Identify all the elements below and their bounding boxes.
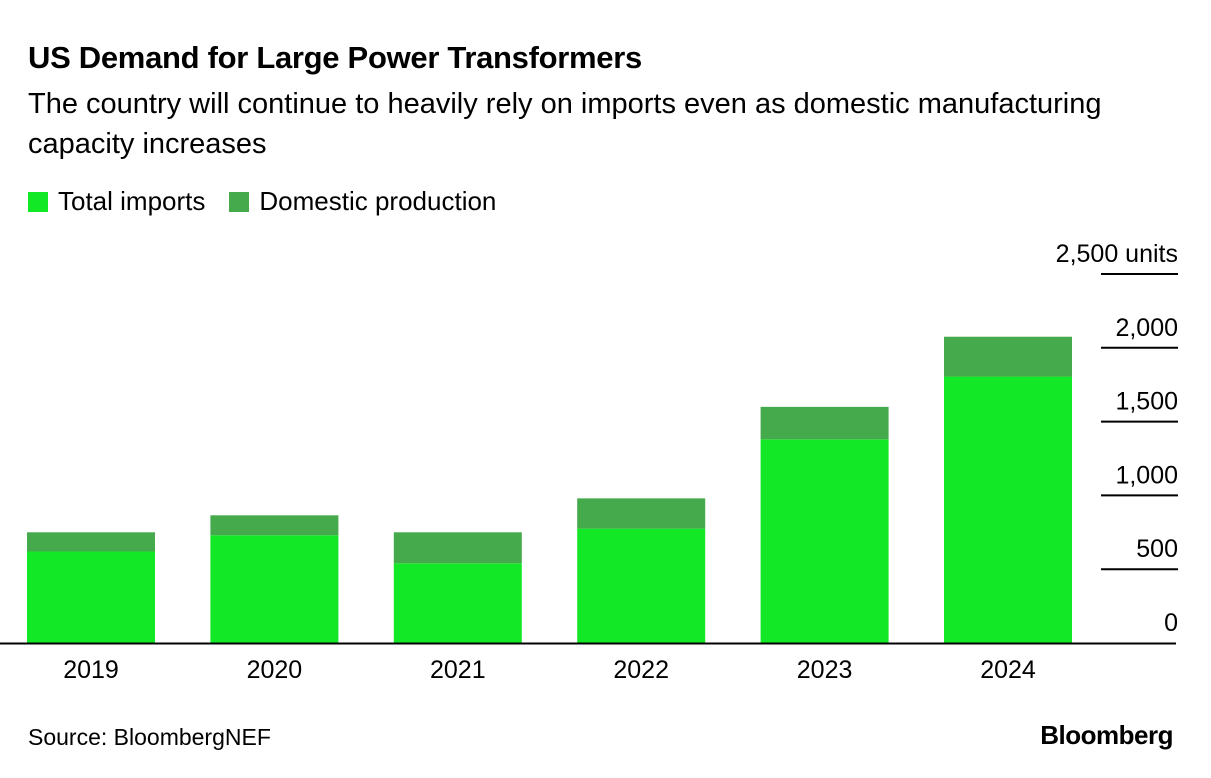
- x-tick-label: 2024: [980, 656, 1036, 684]
- x-tick-label: 2021: [430, 656, 486, 684]
- legend-label-imports: Total imports: [58, 186, 206, 216]
- bloomberg-logo: Bloomberg: [1040, 720, 1173, 750]
- y-tick-label: 0: [1164, 609, 1178, 637]
- bar-imports: [577, 528, 706, 643]
- bar-domestic: [577, 498, 706, 529]
- bar-imports: [760, 439, 889, 643]
- bar-imports: [944, 376, 1072, 643]
- x-tick-label: 2023: [797, 656, 853, 684]
- legend-item-domestic: Domestic production: [229, 186, 496, 217]
- x-tick-label: 2019: [63, 656, 119, 684]
- bar-domestic: [944, 336, 1072, 377]
- bar-imports: [210, 535, 339, 643]
- chart-title: US Demand for Large Power Transformers: [28, 40, 642, 75]
- source-note: Source: BloombergNEF: [28, 724, 271, 750]
- bar-domestic: [760, 406, 889, 440]
- bar-imports: [27, 551, 155, 643]
- legend: Total imports Domestic production: [28, 186, 496, 217]
- bar-domestic: [210, 515, 339, 536]
- y-tick-label: 1,500: [1115, 388, 1178, 416]
- bar-imports: [393, 563, 522, 643]
- bar-domestic: [393, 532, 522, 564]
- x-tick-label: 2022: [613, 656, 669, 684]
- x-tick-label: 2020: [247, 656, 303, 684]
- y-tick-label: 500: [1136, 535, 1178, 563]
- legend-swatch-imports: [28, 191, 48, 212]
- y-tick-label: 2,000: [1115, 314, 1178, 342]
- y-tick-label: 2,500 units: [1056, 240, 1178, 268]
- chart-subtitle: The country will continue to heavily rel…: [28, 88, 1102, 160]
- y-tick-label: 1,000: [1115, 461, 1178, 489]
- legend-label-domestic: Domestic production: [259, 186, 497, 216]
- legend-item-imports: Total imports: [28, 186, 205, 217]
- bar-domestic: [27, 532, 155, 552]
- legend-swatch-domestic: [229, 191, 250, 212]
